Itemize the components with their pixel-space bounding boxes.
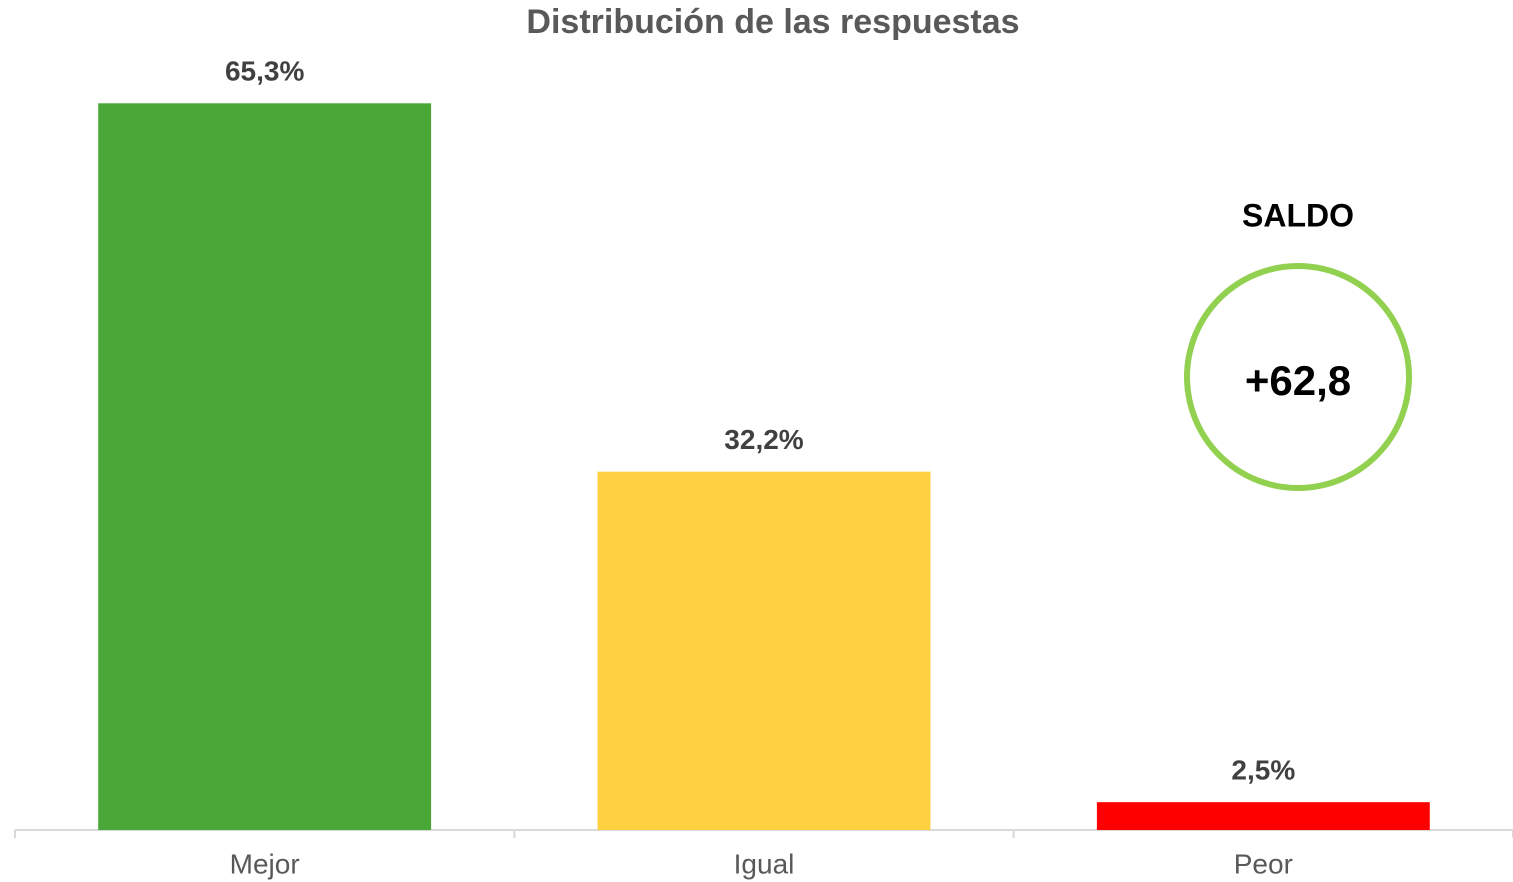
value-label: 65,3% — [225, 56, 304, 87]
x-tick-label: Mejor — [230, 848, 300, 879]
saldo-circle — [1184, 263, 1412, 491]
saldo-value: +62,8 — [1245, 357, 1351, 404]
x-tick-label: Igual — [734, 848, 795, 879]
bar — [1096, 802, 1430, 830]
bar — [597, 471, 931, 830]
saldo-title: SALDO — [1242, 197, 1354, 233]
bar — [98, 103, 432, 831]
value-label: 2,5% — [1231, 755, 1295, 786]
chart-title: Distribución de las respuestas — [526, 3, 1019, 41]
x-tick-label: Peor — [1234, 848, 1293, 879]
value-label: 32,2% — [724, 424, 803, 455]
